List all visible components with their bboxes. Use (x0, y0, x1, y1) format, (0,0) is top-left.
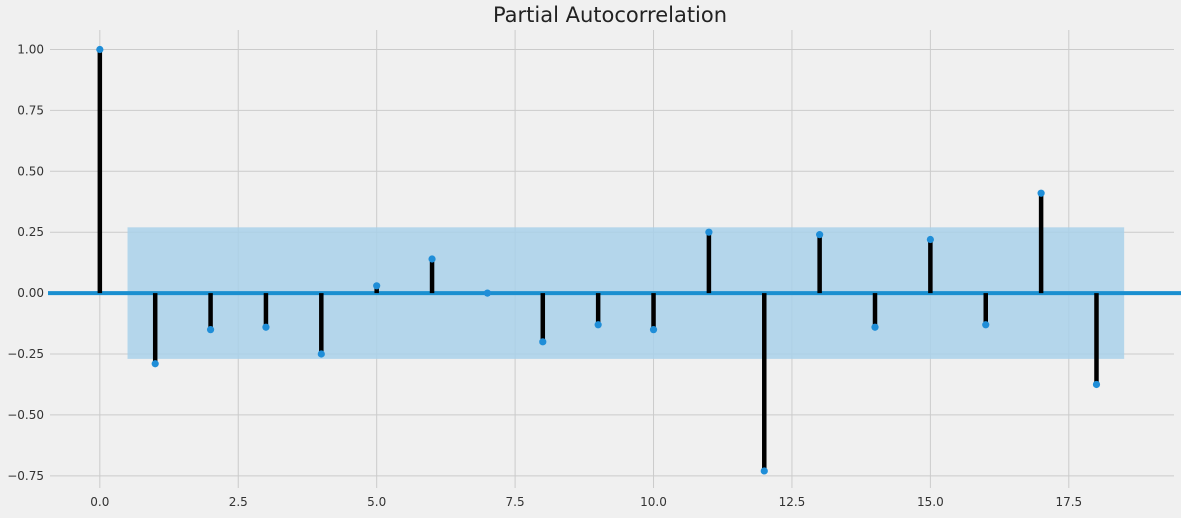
y-tick-label: 0.25 (17, 225, 44, 239)
marker-lag-13 (816, 231, 824, 239)
y-tick-label: 1.00 (17, 42, 44, 56)
marker-lag-9 (594, 321, 602, 329)
x-axis-ticks: 0.0 2.5 5.0 7.5 10.0 12.5 15.0 17.5 (90, 495, 1082, 509)
marker-lag-10 (649, 326, 658, 334)
marker-lag-4 (317, 350, 325, 358)
marker-lag-1 (151, 360, 159, 368)
marker-lag-11 (705, 228, 713, 236)
x-tick-label: 0.0 (90, 495, 109, 509)
x-tick-label: 12.5 (779, 495, 806, 509)
x-tick-label: 7.5 (506, 495, 525, 509)
marker-lag-18 (1092, 380, 1101, 389)
marker-lag-15 (926, 235, 934, 244)
x-tick-label: 2.5 (229, 495, 248, 509)
marker-lag-7 (483, 289, 492, 297)
markers (96, 45, 1101, 475)
marker-lag-17 (1037, 189, 1045, 197)
marker-lag-5 (373, 282, 381, 290)
y-tick-label: 0.00 (17, 286, 44, 300)
chart-title: Partial Autocorrelation (493, 3, 727, 27)
y-axis-ticks: 1.00 0.75 0.50 0.25 0.00 −0.25 −0.50 −0.75 (7, 42, 44, 482)
x-tick-label: 17.5 (1055, 495, 1082, 509)
marker-lag-0 (96, 45, 104, 54)
y-tick-label: −0.75 (7, 469, 44, 483)
marker-lag-12 (760, 467, 768, 475)
x-tick-label: 15.0 (917, 495, 944, 509)
marker-lag-8 (539, 338, 547, 346)
y-tick-label: −0.25 (7, 347, 44, 361)
marker-lag-6 (428, 255, 436, 263)
y-tick-label: 0.75 (17, 103, 44, 117)
marker-lag-3 (262, 323, 270, 331)
marker-lag-14 (871, 323, 879, 331)
x-tick-label: 5.0 (367, 495, 386, 509)
y-tick-label: 0.50 (17, 164, 44, 178)
marker-lag-2 (206, 326, 215, 334)
marker-lag-16 (982, 321, 990, 329)
y-tick-label: −0.50 (7, 408, 44, 422)
stems (97, 49, 1099, 471)
x-tick-label: 10.0 (640, 495, 667, 509)
